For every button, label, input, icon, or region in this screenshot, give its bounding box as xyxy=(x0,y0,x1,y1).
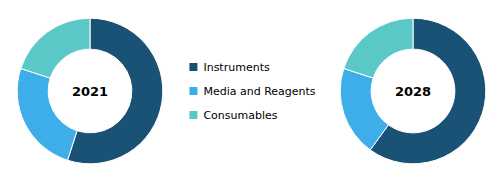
svg-text:2028: 2028 xyxy=(395,84,431,99)
svg-text:Instruments: Instruments xyxy=(203,61,270,74)
svg-text:2021: 2021 xyxy=(72,84,108,99)
svg-text:Consumables: Consumables xyxy=(203,109,277,122)
svg-text:Media and Reagents: Media and Reagents xyxy=(203,85,315,98)
